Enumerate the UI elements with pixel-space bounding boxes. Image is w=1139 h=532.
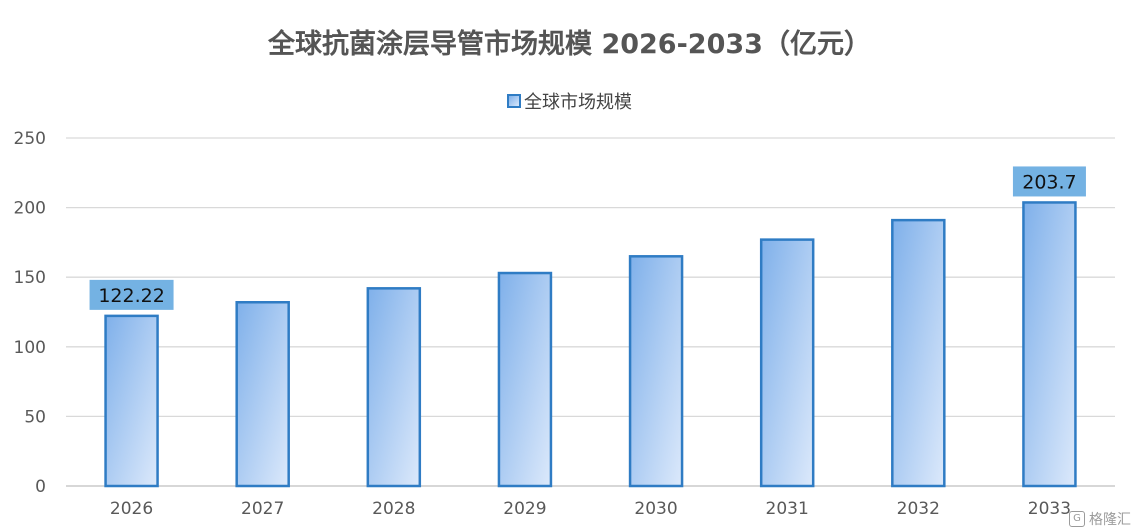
bar-2030 — [628, 255, 684, 488]
legend: 全球市场规模 — [0, 88, 1139, 114]
bars — [104, 201, 1077, 488]
data-label-text: 203.7 — [1022, 171, 1076, 193]
x-tick-label: 2031 — [766, 499, 809, 519]
y-tick-label: 100 — [14, 338, 46, 358]
watermark-text: 格隆汇 — [1089, 512, 1131, 528]
data-label: 203.7 — [1012, 166, 1086, 197]
data-label-box — [1012, 166, 1086, 197]
bar-2033 — [1022, 201, 1077, 488]
data-label-box — [89, 279, 174, 310]
x-tick-label: 2027 — [241, 499, 284, 519]
bar-2027 — [235, 301, 290, 488]
y-tick-label: 200 — [14, 199, 46, 219]
bar-2032 — [891, 218, 946, 488]
bar-2029 — [497, 271, 553, 488]
gridlines — [66, 137, 1115, 487]
chart-title: 全球抗菌涂层导管市场规模 2026-2033（亿元） — [268, 29, 871, 60]
legend-swatch — [507, 94, 521, 108]
bar-2028 — [366, 287, 422, 488]
data-label: 122.22 — [89, 279, 174, 310]
y-axis-ticks: 0 50 100 150 200 250 — [14, 129, 46, 497]
y-tick-label: 50 — [24, 407, 46, 427]
y-tick-label: 150 — [14, 268, 46, 288]
logo-icon: G — [1069, 511, 1085, 527]
x-tick-label: 2029 — [503, 499, 546, 519]
bar-2026 — [104, 314, 159, 488]
y-tick-label: 250 — [14, 129, 46, 149]
y-tick-label: 0 — [35, 477, 46, 497]
x-tick-label: 2032 — [897, 499, 940, 519]
legend-label: 全球市场规模 — [524, 92, 632, 113]
watermark: G 格隆汇 — [1069, 509, 1131, 529]
bar-2031 — [759, 238, 815, 488]
x-tick-label: 2033 — [1028, 499, 1071, 519]
data-label-text: 122.22 — [98, 285, 164, 307]
x-axis-ticks: 2026 2027 2028 2029 2030 2031 2032 2033 — [110, 499, 1071, 519]
data-labels: 122.22 203.7 — [89, 166, 1086, 310]
x-tick-label: 2026 — [110, 499, 153, 519]
x-tick-label: 2030 — [634, 499, 677, 519]
x-tick-label: 2028 — [372, 499, 415, 519]
